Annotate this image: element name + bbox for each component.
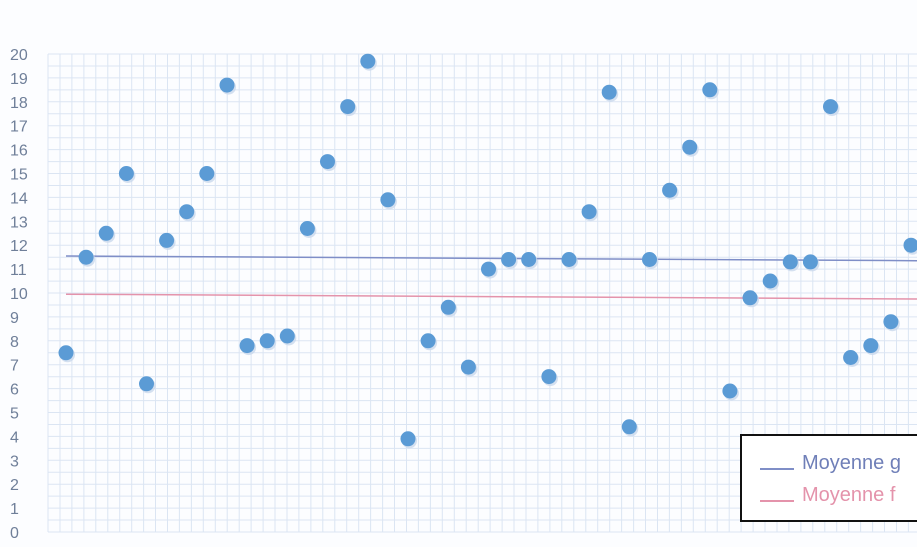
data-point xyxy=(78,249,94,265)
data-point xyxy=(541,369,557,385)
data-point xyxy=(843,350,859,365)
data-point xyxy=(239,338,255,354)
chart-legend: Moyenne g Moyenne f xyxy=(740,434,917,522)
y-tick-label: 3 xyxy=(10,453,19,470)
data-point xyxy=(601,84,617,100)
data-point xyxy=(581,204,597,220)
reference-line-1 xyxy=(65,293,917,300)
data-point xyxy=(420,333,436,349)
y-tick-label: 12 xyxy=(10,238,28,255)
data-point xyxy=(762,273,778,289)
data-point xyxy=(702,82,718,98)
y-tick-label: 13 xyxy=(10,214,28,231)
y-tick-label: 18 xyxy=(10,95,28,112)
y-tick-label: 7 xyxy=(10,358,19,375)
data-point xyxy=(340,99,356,115)
data-point xyxy=(440,299,456,315)
data-point xyxy=(561,252,577,267)
data-point xyxy=(380,192,396,208)
y-tick-label: 19 xyxy=(10,71,28,88)
data-point xyxy=(782,254,798,270)
data-point xyxy=(299,221,315,236)
data-point xyxy=(179,204,195,220)
data-point xyxy=(259,333,275,349)
data-point xyxy=(521,252,537,267)
data-point xyxy=(98,225,114,241)
data-point xyxy=(662,182,678,198)
chart-grid xyxy=(47,53,917,533)
data-point xyxy=(58,345,74,361)
data-point xyxy=(642,252,657,267)
y-tick-label: 6 xyxy=(10,382,19,399)
legend-item-moyenne-f: Moyenne f xyxy=(760,484,895,507)
y-tick-label: 17 xyxy=(10,119,28,136)
data-point xyxy=(481,261,496,277)
legend-item-moyenne-g: Moyenne g xyxy=(760,452,901,475)
data-point xyxy=(823,99,838,115)
y-tick-label: 10 xyxy=(10,286,28,303)
y-tick-label: 2 xyxy=(10,477,19,494)
data-point xyxy=(460,359,476,375)
legend-swatch-moyenne-f xyxy=(760,499,794,502)
data-point xyxy=(159,232,175,248)
data-point xyxy=(802,254,818,270)
data-point xyxy=(320,154,335,170)
data-point xyxy=(400,431,416,447)
y-tick-label: 0 xyxy=(10,525,19,542)
data-point xyxy=(682,139,698,155)
data-point xyxy=(863,338,879,354)
data-points xyxy=(58,53,917,449)
y-tick-label: 11 xyxy=(10,262,27,279)
y-tick-label: 16 xyxy=(10,143,28,160)
y-tick-label: 5 xyxy=(10,406,19,423)
data-point xyxy=(199,166,215,181)
y-tick-label: 20 xyxy=(10,47,28,64)
legend-label-moyenne-f: Moyenne f xyxy=(802,484,896,506)
data-point xyxy=(883,314,899,330)
legend-swatch-moyenne-g xyxy=(760,467,794,470)
data-point xyxy=(360,53,376,69)
data-point xyxy=(621,419,637,435)
legend-label-moyenne-g: Moyenne g xyxy=(802,452,901,474)
data-point xyxy=(722,383,738,399)
y-tick-label: 4 xyxy=(10,429,19,446)
y-tick-label: 8 xyxy=(10,334,19,351)
y-tick-label: 9 xyxy=(10,310,19,327)
data-point xyxy=(279,328,295,344)
data-point xyxy=(139,376,154,392)
data-point xyxy=(742,290,758,306)
y-tick-label: 1 xyxy=(10,501,19,518)
reference-lines xyxy=(65,255,917,300)
data-point xyxy=(219,77,235,93)
data-point xyxy=(501,252,517,267)
reference-line-0 xyxy=(65,255,917,262)
data-point xyxy=(118,166,134,181)
data-point xyxy=(903,237,917,253)
y-tick-label: 14 xyxy=(10,190,28,207)
y-tick-label: 15 xyxy=(10,167,28,184)
